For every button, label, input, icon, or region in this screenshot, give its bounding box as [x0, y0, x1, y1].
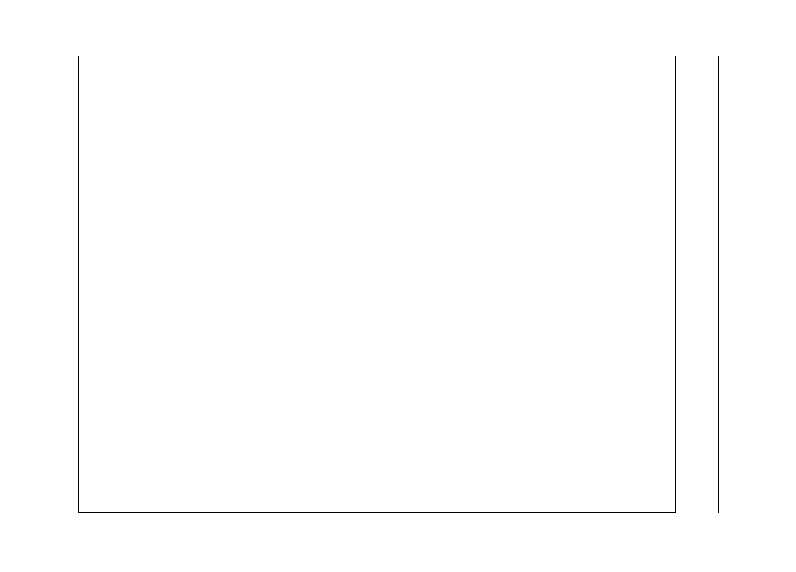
frame-right-line	[675, 56, 676, 513]
y-axis-line	[78, 56, 79, 513]
plot-area	[78, 56, 675, 512]
colorbar-axis-line	[718, 56, 719, 513]
colorbar	[680, 56, 718, 512]
x-axis-line	[78, 512, 676, 513]
